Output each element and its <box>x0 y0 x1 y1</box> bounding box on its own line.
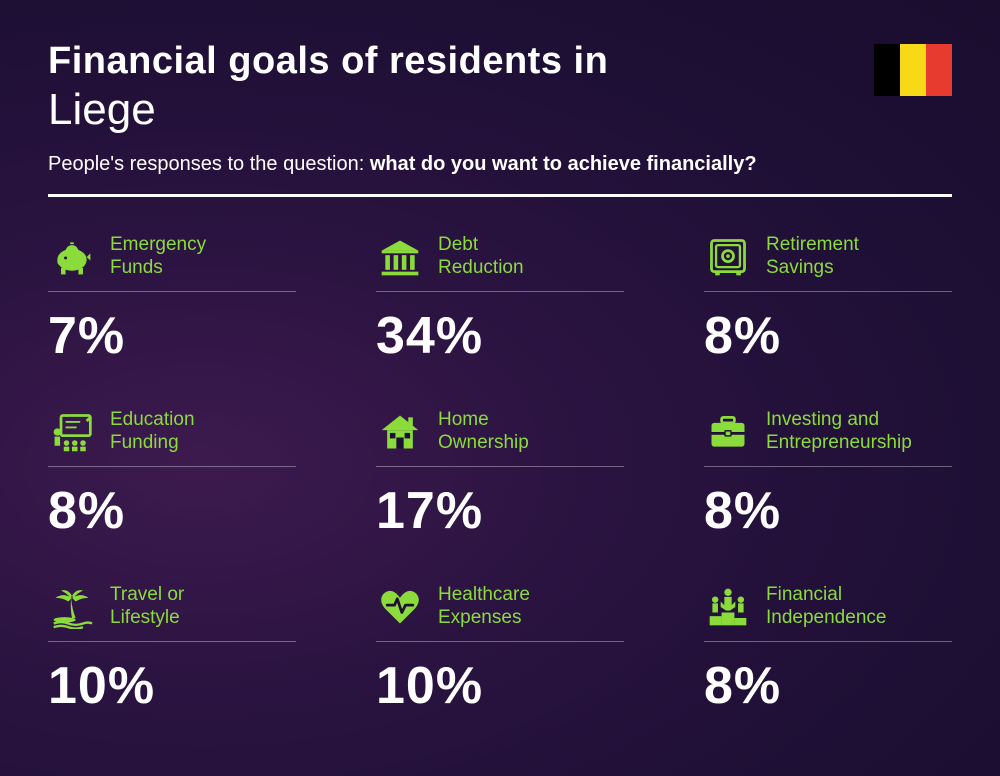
goal-item: Home Ownership 17% <box>376 408 624 541</box>
goal-item: Financial Independence 8% <box>704 583 952 716</box>
goal-item-head: Retirement Savings <box>704 233 952 292</box>
goal-percentage: 17% <box>376 481 624 541</box>
goal-label-line1: Debt <box>438 234 478 255</box>
education-icon <box>48 408 96 456</box>
goal-label: Emergency Funds <box>110 234 206 280</box>
flag-stripe <box>874 44 900 96</box>
goal-item-head: Financial Independence <box>704 583 952 642</box>
goal-label: Retirement Savings <box>766 234 859 280</box>
goals-grid: Emergency Funds 7% Debt Reduction 34% Re… <box>48 233 952 716</box>
bank-icon <box>376 233 424 281</box>
goal-label-line2: Independence <box>766 607 886 628</box>
briefcase-icon <box>704 408 752 456</box>
podium-icon <box>704 583 752 631</box>
goal-label: Investing and Entrepreneurship <box>766 409 912 455</box>
goal-label-line1: Travel or <box>110 584 184 605</box>
goal-item: Investing and Entrepreneurship 8% <box>704 408 952 541</box>
goal-label: Financial Independence <box>766 584 886 630</box>
goal-item: Travel or Lifestyle 10% <box>48 583 296 716</box>
goal-label-line2: Funds <box>110 257 163 278</box>
goal-percentage: 8% <box>48 481 296 541</box>
goal-label-line1: Financial <box>766 584 842 605</box>
goal-percentage: 8% <box>704 306 952 366</box>
goal-label: Home Ownership <box>438 409 529 455</box>
goal-item-head: Debt Reduction <box>376 233 624 292</box>
piggy-icon <box>48 233 96 281</box>
health-icon <box>376 583 424 631</box>
goal-label-line1: Education <box>110 409 195 430</box>
goal-label-line1: Home <box>438 409 489 430</box>
header: Financial goals of residents in Liege Pe… <box>48 40 952 197</box>
goal-label-line1: Emergency <box>110 234 206 255</box>
house-icon <box>376 408 424 456</box>
goal-label-line1: Healthcare <box>438 584 530 605</box>
goal-percentage: 8% <box>704 481 952 541</box>
goal-item: Retirement Savings 8% <box>704 233 952 366</box>
goal-percentage: 34% <box>376 306 624 366</box>
goal-percentage: 8% <box>704 656 952 716</box>
flag-stripe <box>900 44 926 96</box>
goal-label: Debt Reduction <box>438 234 524 280</box>
goal-label: Healthcare Expenses <box>438 584 530 630</box>
subtitle: People's responses to the question: what… <box>48 153 952 176</box>
goal-label: Travel or Lifestyle <box>110 584 184 630</box>
goal-item: Education Funding 8% <box>48 408 296 541</box>
goal-label: Education Funding <box>110 409 195 455</box>
goal-percentage: 7% <box>48 306 296 366</box>
belgium-flag-icon <box>874 44 952 96</box>
goal-label-line2: Lifestyle <box>110 607 180 628</box>
goal-percentage: 10% <box>48 656 296 716</box>
title-city: Liege <box>48 85 952 135</box>
safe-icon <box>704 233 752 281</box>
goal-item: Healthcare Expenses 10% <box>376 583 624 716</box>
goal-label-line1: Investing and <box>766 409 879 430</box>
goal-item-head: Healthcare Expenses <box>376 583 624 642</box>
subtitle-prefix: People's responses to the question: <box>48 153 370 175</box>
goal-item-head: Education Funding <box>48 408 296 467</box>
goal-label-line1: Retirement <box>766 234 859 255</box>
goal-label-line2: Savings <box>766 257 834 278</box>
subtitle-bold: what do you want to achieve financially? <box>370 153 757 175</box>
title-prefix: Financial goals of residents in <box>48 40 952 83</box>
goal-item-head: Emergency Funds <box>48 233 296 292</box>
divider <box>48 194 952 197</box>
goal-label-line2: Expenses <box>438 607 521 628</box>
goal-item-head: Investing and Entrepreneurship <box>704 408 952 467</box>
goal-item-head: Home Ownership <box>376 408 624 467</box>
goal-item: Debt Reduction 34% <box>376 233 624 366</box>
flag-stripe <box>926 44 952 96</box>
goal-item: Emergency Funds 7% <box>48 233 296 366</box>
goal-label-line2: Ownership <box>438 432 529 453</box>
goal-label-line2: Funding <box>110 432 179 453</box>
goal-item-head: Travel or Lifestyle <box>48 583 296 642</box>
goal-label-line2: Entrepreneurship <box>766 432 912 453</box>
palm-icon <box>48 583 96 631</box>
goal-percentage: 10% <box>376 656 624 716</box>
goal-label-line2: Reduction <box>438 257 524 278</box>
